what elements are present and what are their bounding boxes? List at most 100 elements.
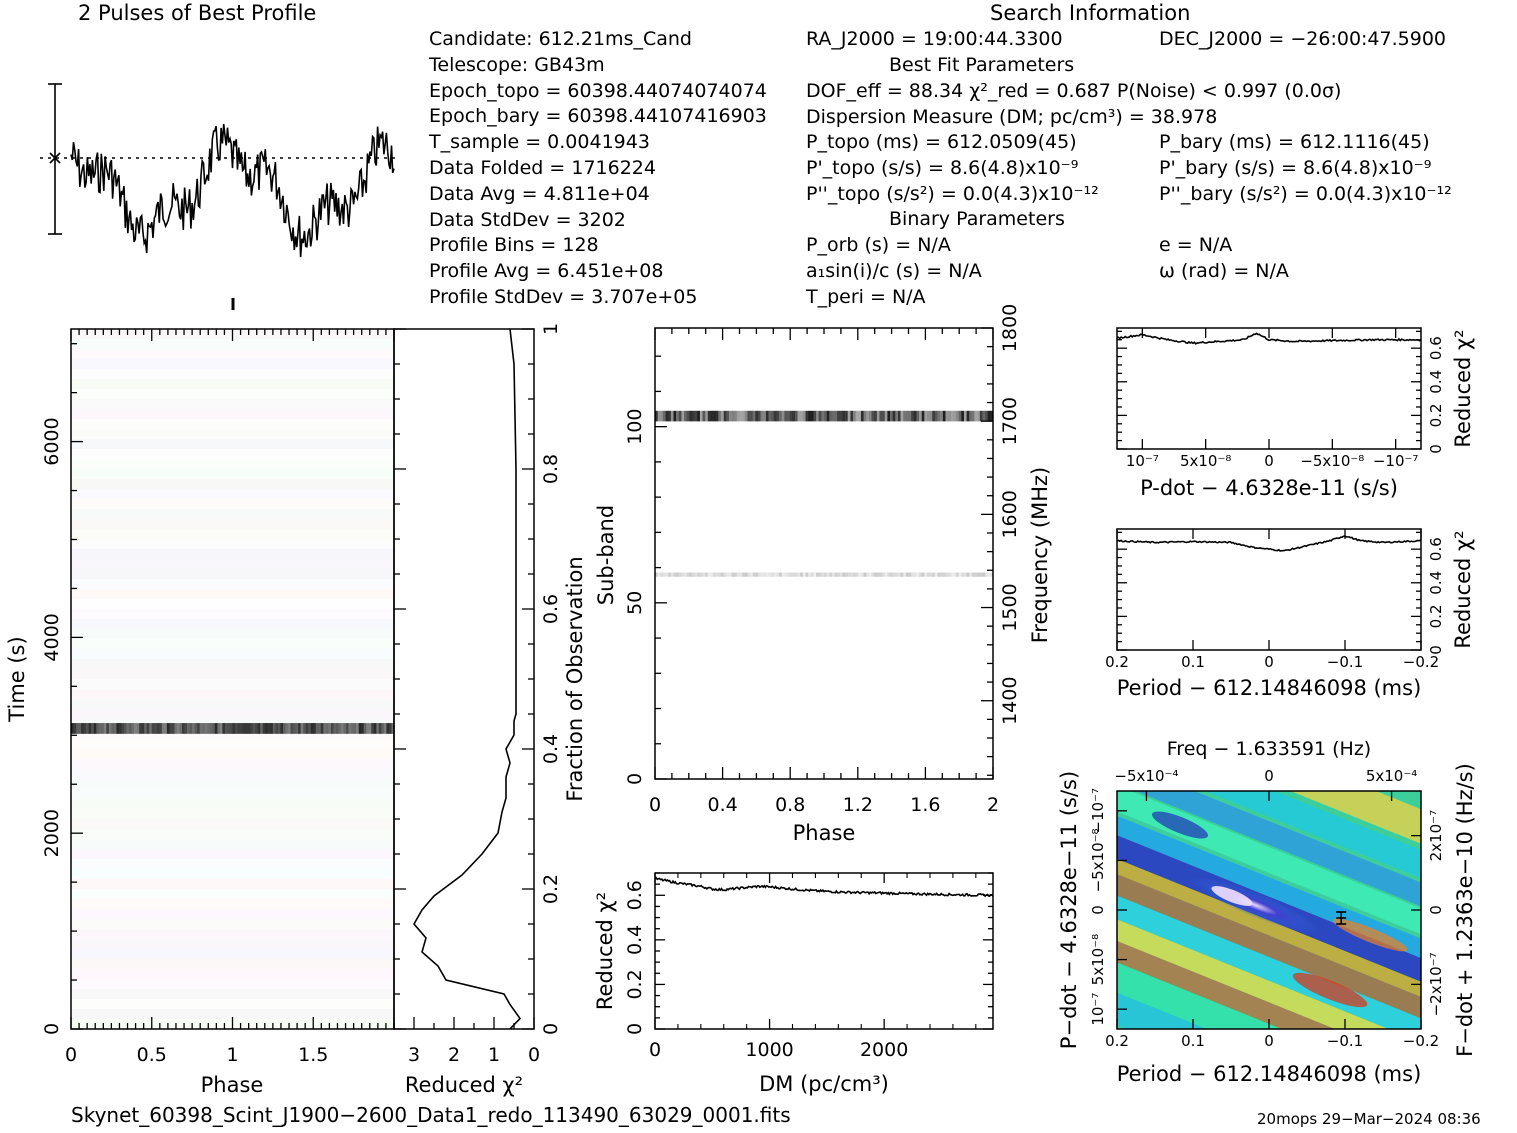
pp-toptick: 5x10⁻⁴	[1366, 767, 1417, 785]
time-phase-cell-row	[71, 799, 394, 809]
subband-faint-cell	[974, 572, 978, 577]
subband-faint-cell	[705, 572, 709, 577]
time-phase-cell-row	[71, 569, 394, 579]
subband-strong-cell	[718, 410, 722, 422]
subband-strong-cell	[937, 410, 941, 422]
time-phase-strong-cell	[187, 723, 190, 734]
time-phase-strong-cell	[267, 723, 271, 734]
subband-faint-cell	[853, 572, 856, 577]
time-phase-strong-cell	[101, 723, 105, 734]
time-phase-cell-row	[71, 659, 394, 669]
fits-filename: Skynet_60398_Scint_J1900−2600_Data1_redo…	[71, 1103, 791, 1127]
time-phase-strong-cell	[121, 723, 125, 734]
time-phase-cell-row	[71, 749, 394, 759]
subband-strong-cell	[874, 410, 878, 422]
subband-strong-cell	[858, 410, 862, 422]
time-phase-cell-row	[71, 449, 394, 459]
time-phase-cell-row	[71, 439, 394, 449]
subband-strong-cell	[800, 410, 804, 422]
subband-strong-cell	[855, 410, 859, 422]
subband-strong-cell	[924, 410, 928, 422]
dm-axes-xtick: 0	[649, 1039, 661, 1061]
subband-strong-cell	[684, 410, 687, 422]
subband-faint-cell	[726, 572, 730, 577]
fraction-ytick: 1	[540, 323, 562, 335]
time-phase-cell-row	[71, 789, 394, 799]
subband-strong-cell	[689, 410, 693, 422]
subband-faint-cell	[699, 572, 703, 577]
time-phase-cell-row	[71, 459, 394, 469]
time-phase-strong-cell	[308, 723, 312, 734]
chi2-fraction-line	[413, 328, 522, 1030]
time-phase-strong-cell	[197, 723, 200, 734]
subband-faint-cell	[842, 572, 846, 577]
info-right-line: ω (rad) = N/A	[1159, 260, 1289, 282]
subband-strong-cell	[929, 410, 933, 422]
subband-strong-cell	[792, 410, 796, 422]
time-phase-cell-row	[71, 829, 394, 839]
subband-strong-cell	[726, 410, 730, 422]
subband-strong-cell	[808, 410, 812, 422]
time-phase-strong-cell	[323, 723, 327, 734]
subband-faint-cell	[689, 572, 693, 577]
time-phase-strong-cell	[255, 723, 259, 734]
time-phase-cell-row	[71, 839, 394, 849]
pp-xtick: −0.2	[1403, 1032, 1439, 1050]
subband-strong-cell	[821, 410, 825, 422]
subband-strong-cell	[765, 410, 769, 422]
subband-strong-cell	[755, 410, 759, 422]
subband-strong-cell	[694, 410, 698, 422]
time-phase-strong-cell	[388, 723, 392, 734]
subband-strong-cell	[913, 410, 917, 422]
time-phase-strong-cell	[288, 723, 291, 734]
time-phase-strong-cell	[361, 723, 365, 734]
subband-strong-cell	[665, 410, 669, 422]
dm-axes-xtick: 2000	[860, 1039, 908, 1061]
time-phase-strong-cell	[212, 723, 216, 734]
info-left-line: Profile Avg = 6.451e+08	[429, 260, 664, 283]
subband-strong-cell	[763, 410, 767, 422]
subband-xtick: 0.8	[775, 794, 805, 816]
subband-strong-cell	[963, 410, 967, 422]
info-mid-line: P_orb (s) = N/A	[806, 234, 951, 256]
time-phase-cell-row	[71, 869, 394, 879]
profile-title: 2 Pulses of Best Profile	[78, 1, 317, 25]
subband-strong-cell	[794, 410, 798, 422]
pp-y2tick: 0	[1427, 905, 1445, 915]
time-phase-ytick: 0	[41, 1023, 63, 1035]
subband-strong-cell	[942, 410, 946, 422]
time-phase-strong-cell	[353, 723, 357, 734]
frequency-ytick: 1800	[999, 304, 1021, 352]
time-phase-strong-cell	[141, 723, 145, 734]
pp-best-marker	[1336, 911, 1347, 925]
time-phase-strong-cell	[300, 723, 304, 734]
time-phase-plot: 0 0.5 1 1.5 0 2000 4000 6000 Phase Time (s)	[5, 328, 395, 1097]
pe-axes-xtick: 0.1	[1181, 653, 1205, 671]
pdot-curve-line	[1117, 332, 1422, 345]
time-phase-xtick: 0.5	[137, 1044, 167, 1066]
pd-axes-ytick: 0.6	[1427, 336, 1445, 360]
subband-strong-cell	[879, 410, 883, 422]
fraction-ytick: 0.2	[540, 874, 562, 904]
subband-faint-cell	[802, 572, 806, 577]
time-phase-cell-row	[71, 949, 394, 959]
pp-ytick: 0	[1089, 905, 1107, 915]
subband-faint-cell	[953, 572, 957, 577]
time-phase-cell-row	[71, 669, 394, 679]
subband-faint-cell	[744, 572, 748, 577]
time-phase-strong-cell	[229, 723, 233, 734]
time-phase-cell-row	[71, 999, 394, 1009]
time-phase-strong-cell	[285, 723, 289, 734]
info-mid-line: DOF_eff = 88.34 χ²_red = 0.687 P(Noise) …	[806, 80, 1342, 102]
subband-faint-cell	[982, 572, 986, 577]
time-phase-xtick: 1.5	[298, 1044, 328, 1066]
pd-axes-xtick: 5x10⁻⁸	[1180, 452, 1231, 470]
info-right-line: P'_bary (s/s) = 8.6(4.8)x10⁻⁹	[1159, 157, 1432, 179]
subband-strong-cell	[797, 410, 801, 422]
subband-strong-cell	[723, 410, 727, 422]
subband-strong-cell	[831, 410, 835, 422]
subband-faint-cell	[987, 572, 991, 577]
time-phase-strong-cell	[240, 723, 243, 734]
subband-strong-cell	[884, 410, 888, 422]
